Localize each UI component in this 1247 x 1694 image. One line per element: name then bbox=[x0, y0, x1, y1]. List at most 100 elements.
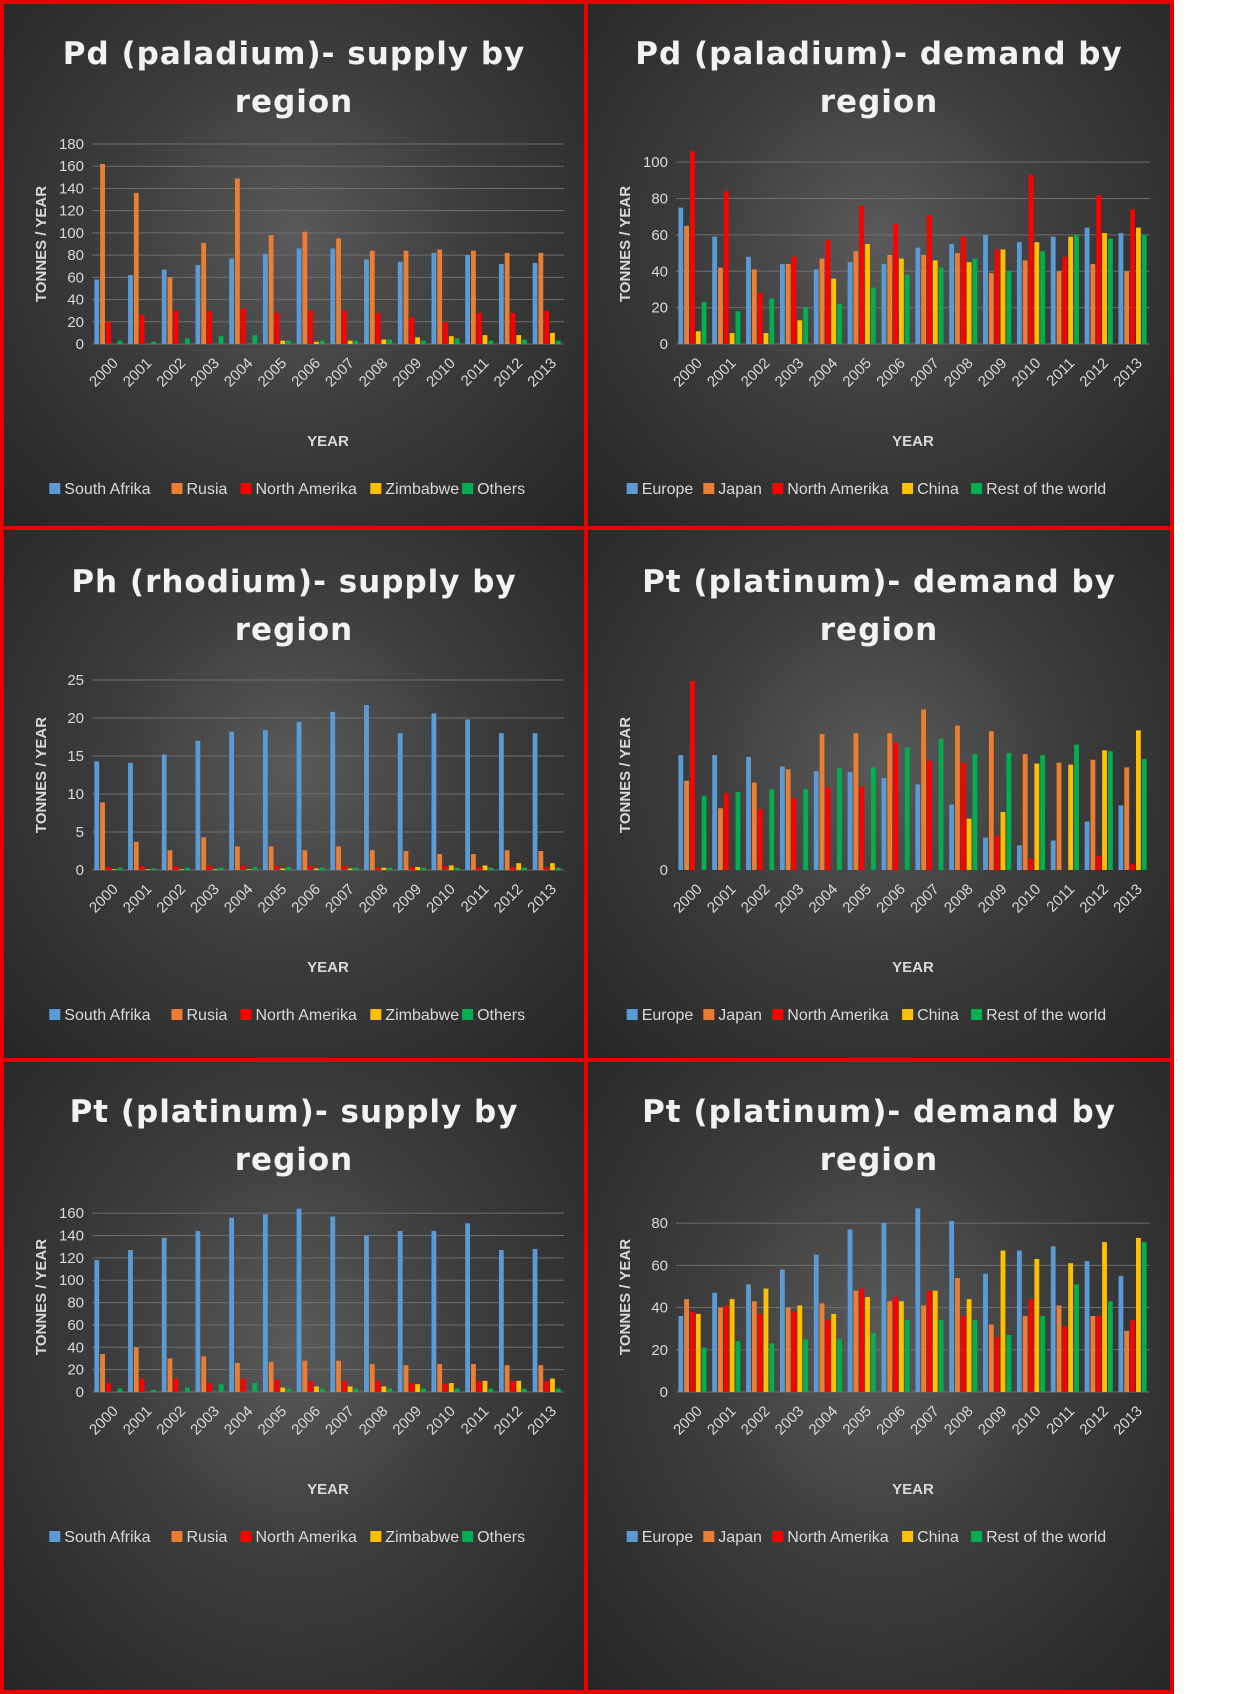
legend-label: North Amerika bbox=[256, 481, 357, 498]
y-tick-label: 100 bbox=[59, 1272, 84, 1289]
legend-swatch bbox=[370, 483, 382, 494]
legend-swatch bbox=[49, 483, 61, 494]
bar bbox=[1034, 242, 1040, 344]
bar bbox=[763, 1288, 769, 1392]
legend-label: South Afrika bbox=[64, 1007, 150, 1024]
legend-label: North Amerika bbox=[787, 1007, 888, 1024]
bar bbox=[195, 1231, 201, 1392]
y-tick-label: 80 bbox=[651, 1215, 668, 1232]
x-tick-label: 2003 bbox=[187, 355, 223, 391]
bar bbox=[960, 236, 966, 344]
bar bbox=[488, 867, 494, 870]
bar bbox=[1118, 805, 1124, 870]
y-tick-label: 20 bbox=[651, 1342, 668, 1359]
bar bbox=[757, 1313, 763, 1392]
bar bbox=[746, 756, 751, 870]
bar bbox=[550, 332, 555, 344]
bar bbox=[161, 269, 167, 344]
bar bbox=[173, 1378, 179, 1392]
bar bbox=[966, 818, 972, 870]
y-tick-label: 140 bbox=[59, 1228, 84, 1245]
bar bbox=[837, 304, 842, 344]
y-axis-label: TONNES / YEAR bbox=[33, 1239, 50, 1355]
bar bbox=[678, 207, 684, 344]
x-tick-label: 2007 bbox=[907, 355, 943, 391]
bar bbox=[532, 262, 538, 344]
bar bbox=[972, 1320, 978, 1392]
legend-swatch bbox=[462, 483, 474, 494]
legend-label: Rusia bbox=[187, 1529, 228, 1546]
x-axis-label: YEAR bbox=[892, 433, 934, 450]
bar bbox=[797, 320, 803, 344]
x-tick-label: 2004 bbox=[221, 355, 257, 391]
bar bbox=[837, 768, 842, 870]
bar bbox=[955, 253, 960, 344]
y-tick-label: 100 bbox=[643, 154, 668, 171]
bar bbox=[482, 1380, 488, 1392]
bar bbox=[397, 261, 403, 344]
bar bbox=[201, 1356, 207, 1392]
bar bbox=[117, 340, 123, 344]
bar bbox=[870, 1332, 876, 1392]
bar bbox=[723, 793, 729, 870]
chart-title-line: region bbox=[820, 1142, 939, 1178]
x-tick-label: 2010 bbox=[423, 355, 459, 391]
bar bbox=[117, 867, 123, 870]
legend-label: Europe bbox=[642, 1529, 694, 1546]
y-tick-label: 60 bbox=[651, 1257, 668, 1274]
chart-title-line: Pt (platinum)- demand by bbox=[642, 1094, 1116, 1130]
chart-title-line: Pd (paladium)- supply by bbox=[63, 36, 525, 72]
bar bbox=[184, 867, 190, 870]
legend-swatch bbox=[462, 1531, 474, 1542]
x-tick-label: 2002 bbox=[153, 1403, 189, 1439]
x-tick-label: 2000 bbox=[86, 355, 122, 391]
bar bbox=[1028, 1299, 1034, 1392]
bar bbox=[319, 867, 325, 870]
x-tick-label: 2012 bbox=[491, 355, 527, 391]
bar bbox=[988, 1324, 994, 1392]
bar bbox=[1084, 1261, 1090, 1392]
bar bbox=[1084, 227, 1090, 344]
chart-panel-rh-supply: Ph (rhodium)- supply by region 0 5 10 15 20 25 T… bbox=[0, 526, 588, 1062]
bar bbox=[516, 335, 522, 344]
bar bbox=[1135, 227, 1141, 344]
legend-label: Others bbox=[477, 1529, 525, 1546]
x-tick-label: 2010 bbox=[1009, 881, 1045, 917]
bar bbox=[212, 869, 218, 870]
y-tick-label: 15 bbox=[67, 748, 84, 765]
bar bbox=[785, 264, 791, 344]
bar bbox=[960, 1316, 966, 1392]
bar bbox=[927, 1290, 932, 1392]
x-tick-label: 2001 bbox=[120, 1403, 156, 1439]
y-tick-label: 20 bbox=[67, 314, 84, 331]
y-tick-label: 0 bbox=[660, 336, 668, 353]
bar bbox=[684, 780, 690, 870]
bar bbox=[498, 1250, 504, 1392]
bar bbox=[482, 865, 488, 870]
bar bbox=[431, 1231, 437, 1392]
bar bbox=[195, 740, 201, 870]
x-tick-label: 2005 bbox=[255, 1403, 291, 1439]
bar bbox=[757, 809, 763, 870]
bar bbox=[819, 734, 825, 870]
bar bbox=[1090, 1316, 1096, 1392]
bar bbox=[516, 1380, 522, 1392]
bar bbox=[701, 1347, 707, 1392]
bar bbox=[397, 1231, 403, 1392]
bar bbox=[785, 769, 791, 870]
bar bbox=[235, 178, 240, 344]
bar bbox=[532, 1248, 538, 1392]
bar bbox=[387, 1388, 393, 1392]
bar bbox=[151, 341, 157, 344]
bar bbox=[184, 1387, 190, 1392]
bar bbox=[167, 1358, 173, 1392]
bar bbox=[415, 1384, 420, 1392]
legend-swatch bbox=[240, 1531, 252, 1542]
bar bbox=[420, 867, 426, 870]
legend-label: Zimbabwe bbox=[385, 481, 459, 498]
bar bbox=[240, 308, 246, 344]
bar bbox=[516, 863, 522, 870]
bar bbox=[1040, 251, 1046, 344]
bar bbox=[1062, 256, 1068, 344]
bar bbox=[437, 249, 443, 344]
